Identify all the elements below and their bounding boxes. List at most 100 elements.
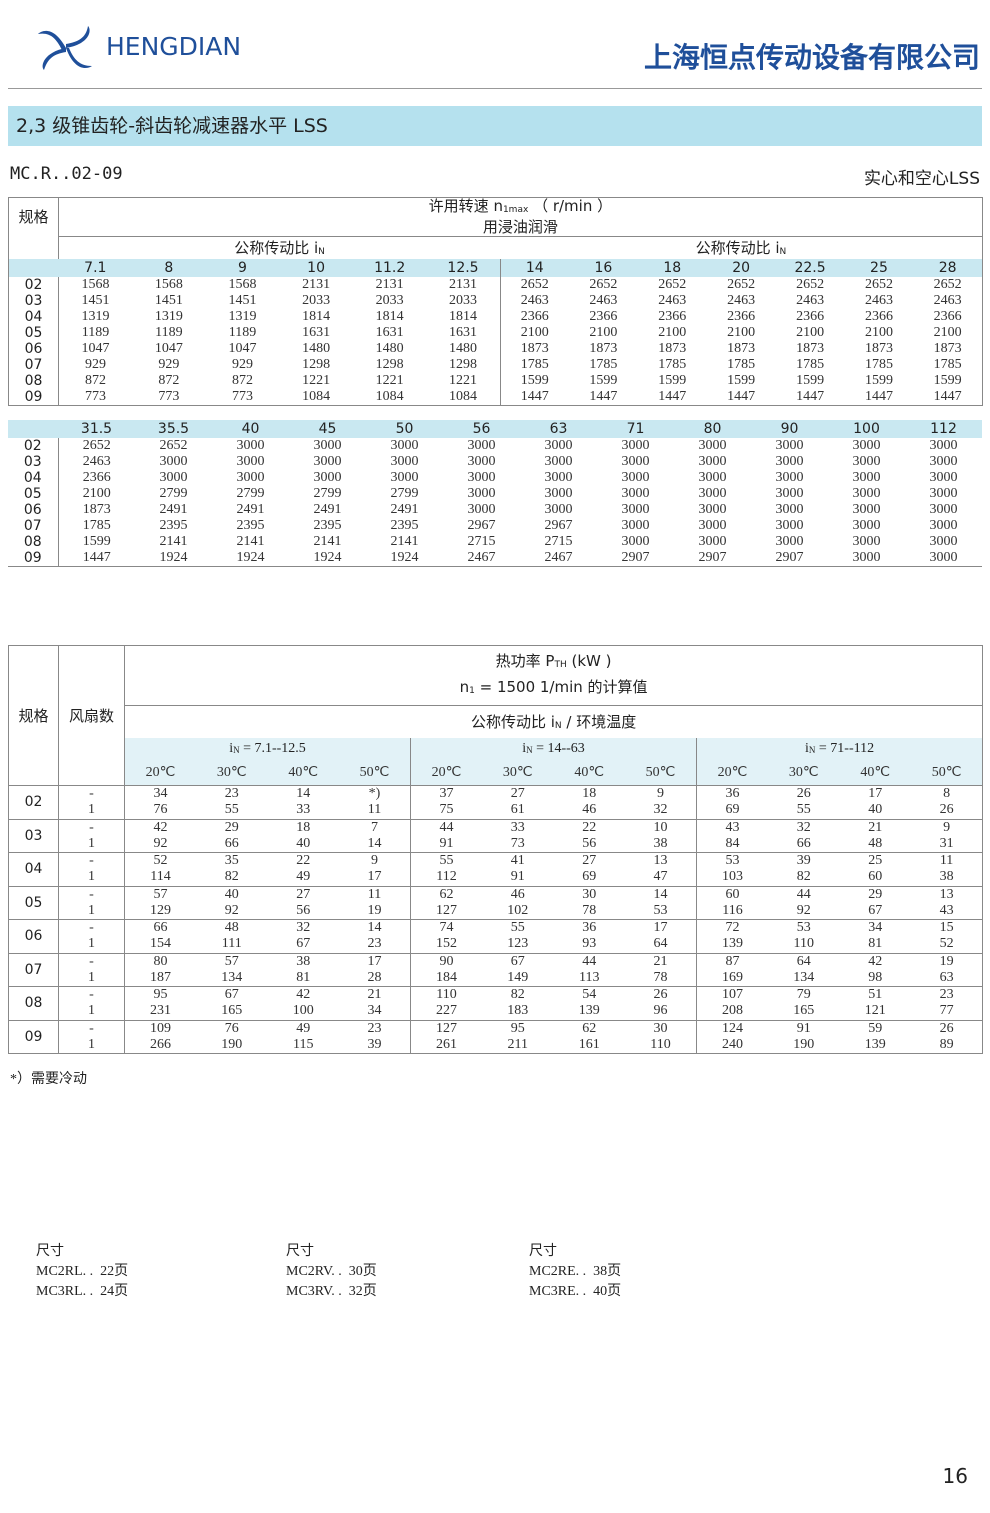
cell: 40 [296,835,311,851]
data-row: 1 187 134 81 28 184 149 113 78 169 134 98 63 [9,969,983,987]
cell: 49 [296,869,311,885]
cell: 53 [696,852,768,870]
cell: 55 [224,802,239,818]
cell: 2467 [467,550,496,565]
text-part: 公称传动比 i [695,239,780,258]
cell: 78 [582,902,597,918]
size: 07 [8,356,59,373]
text-part: i [229,741,234,756]
cell: 100 [292,1003,314,1019]
text-part: 许用转速 n [428,197,503,215]
fan: 1 [58,1036,125,1054]
cell: 40 [224,886,239,902]
fan: 1 [58,902,125,920]
cell: 1568 [81,276,110,292]
cell: 14 [367,835,382,851]
cell: 184 [410,969,482,987]
cell: 2366 [864,308,893,324]
cell: 1873 [658,340,687,356]
cell: 3000 [390,438,419,453]
cell: 39 [367,1036,382,1052]
subscript: N [808,745,816,755]
reference-line: MC2RV. . 30页 [286,1264,377,1279]
cell: 102 [507,902,529,918]
cell: 124 [696,1020,768,1037]
cell: 1599 [727,372,756,388]
cell: 13 [939,886,954,902]
cell: 79 [796,987,811,1003]
cell: 2652 [796,276,825,292]
cell: 53 [796,920,811,936]
cell: 1924 [159,550,188,565]
text-part: 公称传动比 i [234,239,319,258]
cell: 59 [868,1020,883,1036]
cell: 123 [507,936,529,952]
data-row: 08- 95 67 42 21 110 82 54 26 107 79 51 23 [8,986,983,1020]
data-row: 06 1873 2491 2491 2491 2491 3000 3000 3000 3000 30… [8,502,982,518]
ratio: 45 [318,421,337,437]
cell: 1447 [658,388,687,404]
cell: 1319 [228,308,257,324]
fan: - [58,986,125,1004]
company: 上海恒点传动设备有限公司 [643,41,980,74]
cell: 66 [153,920,168,936]
temp: 50℃ [359,764,390,780]
cell: 2652 [933,276,962,292]
text-part: = 14--63 [532,741,585,756]
cell: 1924 [236,550,265,565]
cell: 2141 [390,534,419,549]
subscript: N [318,247,325,258]
text-part: (kW ) [566,651,612,670]
logo [38,26,92,70]
fan: 1 [58,869,125,886]
blank [9,259,59,277]
cell: 1189 [228,324,257,340]
cell: 127 [410,902,482,920]
cell: 110 [650,1036,671,1052]
cell: 30 [582,886,597,902]
text-part: i [522,741,527,756]
group-label: iN = 71--112 [695,737,983,761]
cell: 80 [153,953,168,969]
cell: 98 [868,969,883,985]
cell: 64 [796,953,811,969]
data-row: 05 2100 2799 2799 2799 2799 3000 3000 3000 3000 30… [8,486,982,502]
ratio: 100 [853,421,880,437]
cell: 2463 [658,292,687,308]
cell: 46 [510,886,525,902]
data-row: 02 1568 1568 1568 2131 2131 2131 2652 2652 2652 26… [8,276,983,293]
temp: 20℃ [145,764,176,780]
cell: 169 [696,969,768,987]
cell: 67 [510,953,525,969]
cell: 1480 [302,340,331,356]
cell: 67 [296,936,311,952]
ratio: 14 [499,258,569,277]
cell: 121 [864,1003,886,1019]
cell: 32 [796,819,811,835]
data-row: 09- 109 76 49 23 127 95 62 30 124 91 59 26 [8,1020,983,1054]
subscript: N [779,247,787,258]
cell: 134 [221,969,243,985]
text-part: （ r/min ） [528,197,613,215]
ratio: 8 [164,259,174,276]
cell: 52 [153,853,168,869]
cell: 1047 [81,340,110,356]
ratio-label-row: 公称传动比 iN 公称传动比 iN [9,237,983,259]
cell: 110 [410,986,482,1004]
ratio: 12.5 [447,259,479,276]
cell: 1047 [154,340,183,356]
cell: 127 [410,1020,482,1037]
cell: 2131 [302,276,331,292]
cell: 2907 [621,550,650,565]
cell: 1599 [933,372,962,388]
cell: 32 [296,920,311,936]
cell: 38 [296,953,311,969]
size: 02 [8,785,59,819]
cell: 929 [85,356,107,372]
cell: 2463 [864,292,893,308]
fan: 1 [58,969,125,987]
cell: 929 [158,356,180,372]
cell: 2131 [449,276,478,292]
cell: 92 [796,902,811,918]
cell: 7 [371,819,378,835]
